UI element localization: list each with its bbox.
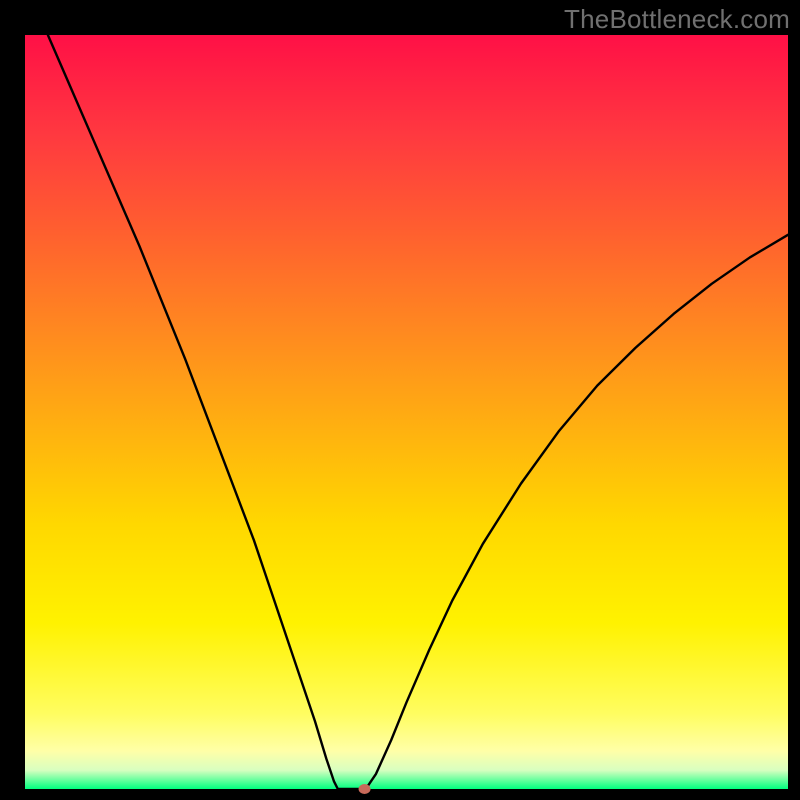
chart-frame: TheBottleneck.com [0, 0, 800, 800]
optimum-marker [359, 784, 371, 794]
watermark-text: TheBottleneck.com [564, 4, 790, 35]
bottleneck-chart [0, 0, 800, 800]
